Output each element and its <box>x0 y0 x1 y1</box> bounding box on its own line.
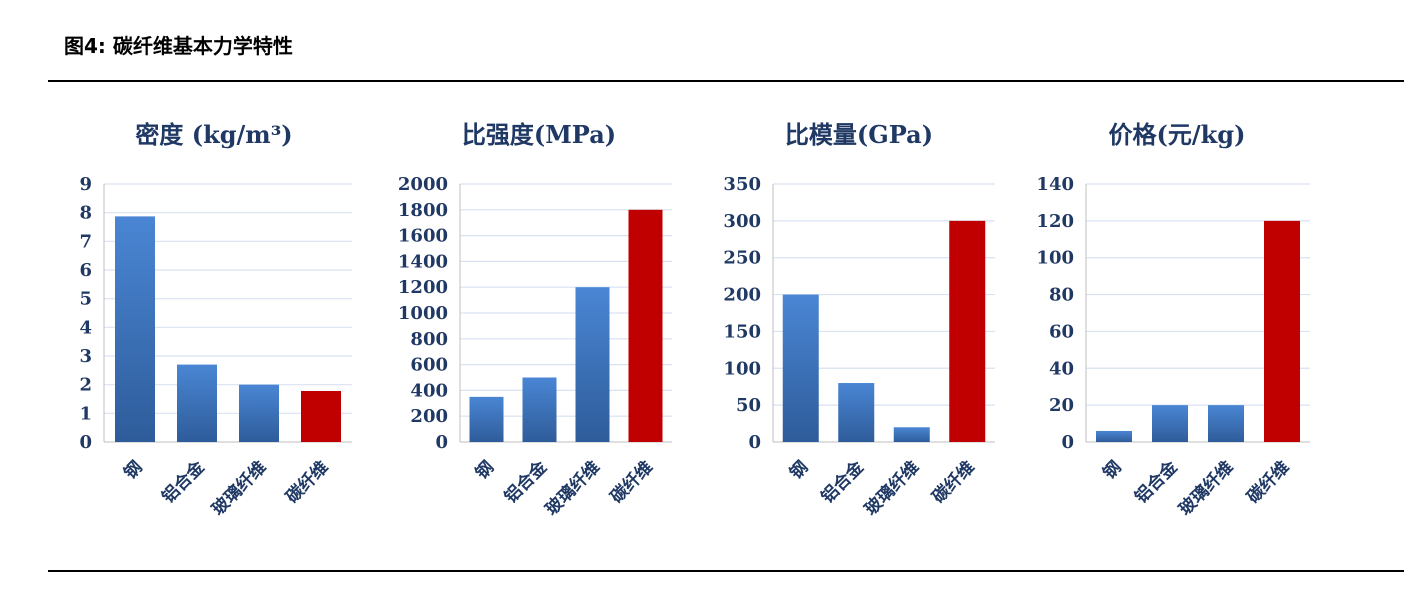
chart-panel-1: 密度 (kg/m³) 0 1 2 3 4 5 6 7 8 9 钢 铝合金 玻璃纤维 碳纤维 <box>79 120 352 520</box>
y-tick-label: 7 <box>79 231 92 252</box>
y-tick-label: 100 <box>1036 248 1074 269</box>
y-tick-label: 300 <box>723 211 761 232</box>
chart-title: 密度 (kg/m³) <box>135 120 292 149</box>
y-tick-label: 1800 <box>398 200 448 221</box>
bottom-rule <box>48 570 1404 572</box>
y-tick-label: 20 <box>1049 395 1074 416</box>
bar-1 <box>782 294 819 442</box>
y-tick-label: 5 <box>79 289 92 310</box>
category-label: 碳纤维 <box>1243 457 1294 508</box>
category-label: 钢 <box>1099 457 1126 484</box>
y-tick-label: 200 <box>410 406 448 427</box>
top-rule <box>48 80 1404 82</box>
y-tick-label: 2 <box>79 375 92 396</box>
category-label: 钢 <box>120 457 147 484</box>
bar-4 <box>628 209 663 442</box>
y-tick-label: 600 <box>410 355 448 376</box>
y-tick-label: 9 <box>79 174 92 195</box>
bar-2 <box>1152 405 1188 442</box>
category-label: 玻璃纤维 <box>541 457 604 520</box>
category-label: 铝合金 <box>158 456 210 508</box>
y-tick-label: 6 <box>79 260 92 281</box>
category-label: 铝合金 <box>817 456 869 508</box>
y-tick-label: 400 <box>410 380 448 401</box>
category-label: 玻璃纤维 <box>860 457 923 520</box>
y-tick-label: 100 <box>723 358 761 379</box>
category-label: 玻璃纤维 <box>208 457 271 520</box>
y-tick-label: 50 <box>736 395 761 416</box>
bar-2 <box>522 377 557 442</box>
category-label: 碳纤维 <box>928 457 979 508</box>
y-tick-label: 0 <box>1061 432 1074 453</box>
category-label: 碳纤维 <box>606 457 657 508</box>
y-tick-label: 1600 <box>398 226 448 247</box>
category-label: 钢 <box>785 457 812 484</box>
y-tick-label: 140 <box>1036 174 1074 195</box>
bar-3 <box>239 384 279 442</box>
y-tick-label: 1000 <box>398 303 448 324</box>
y-tick-label: 250 <box>723 248 761 269</box>
category-label: 碳纤维 <box>282 457 333 508</box>
y-tick-label: 1200 <box>398 277 448 298</box>
category-label: 玻璃纤维 <box>1175 457 1238 520</box>
chart-title: 比模量(GPa) <box>785 120 933 149</box>
y-tick-label: 40 <box>1049 358 1074 379</box>
chart-panel-2: 比强度(MPa) 0 200 400 600 800 1000 1200 1400 1600 180… <box>398 120 672 520</box>
bar-1 <box>1096 430 1132 442</box>
y-tick-label: 80 <box>1049 285 1074 306</box>
bar-3 <box>893 427 930 442</box>
bar-1 <box>115 216 155 442</box>
y-tick-label: 0 <box>748 432 761 453</box>
y-tick-label: 200 <box>723 285 761 306</box>
y-tick-label: 1 <box>79 403 92 424</box>
bar-1 <box>469 396 504 442</box>
bar-2 <box>838 383 875 442</box>
y-tick-label: 3 <box>79 346 92 367</box>
chart-title: 比强度(MPa) <box>462 120 616 149</box>
y-tick-label: 800 <box>410 329 448 350</box>
y-tick-label: 1400 <box>398 251 448 272</box>
bar-4 <box>949 220 986 442</box>
y-tick-label: 0 <box>79 432 92 453</box>
chart-title: 价格(元/kg) <box>1109 120 1246 149</box>
y-tick-label: 120 <box>1036 211 1074 232</box>
y-tick-label: 60 <box>1049 321 1074 342</box>
category-label: 铝合金 <box>1131 456 1183 508</box>
y-tick-label: 350 <box>723 174 761 195</box>
category-label: 铝合金 <box>500 456 552 508</box>
bar-3 <box>575 287 610 442</box>
bar-2 <box>177 364 217 442</box>
y-tick-label: 8 <box>79 203 92 224</box>
figure-title: 图4: 碳纤维基本力学特性 <box>64 34 293 58</box>
y-tick-label: 2000 <box>398 174 448 195</box>
category-label: 钢 <box>471 457 498 484</box>
bar-3 <box>1208 405 1244 442</box>
y-tick-label: 4 <box>79 317 92 338</box>
y-tick-label: 0 <box>435 432 448 453</box>
bar-4 <box>301 390 341 442</box>
bar-4 <box>1264 220 1300 442</box>
y-tick-label: 150 <box>723 321 761 342</box>
